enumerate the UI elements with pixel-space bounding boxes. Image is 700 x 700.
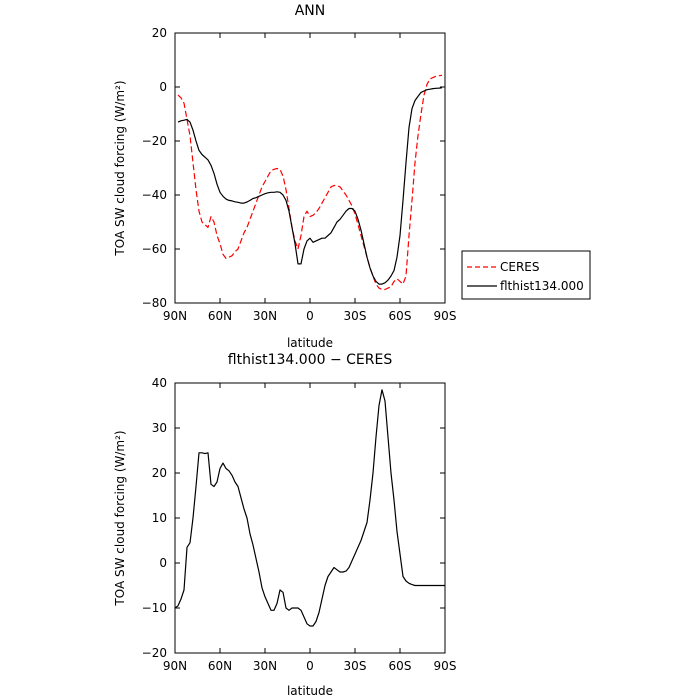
- bottom-x-tick-label: 60N: [208, 659, 232, 673]
- top-series-line-flthist134-000: [177, 87, 443, 285]
- top-x-tick-label: 90N: [163, 309, 187, 323]
- bottom-x-tick-label: 0: [306, 659, 314, 673]
- top-panel: ANN 90N 60N 30N 0 30S 60S 90S 20 0 −20 −40 −60 −80 l…: [113, 3, 456, 350]
- bottom-x-axis-title: latitude: [287, 684, 333, 698]
- bottom-panel-title: flthist134.000 − CERES: [228, 352, 393, 368]
- bottom-y-tick-label: −20: [142, 646, 167, 660]
- bottom-y-tick-label: 0: [159, 556, 167, 570]
- bottom-y-tick-label: 10: [152, 511, 167, 525]
- bottom-plot-frame: [174, 382, 446, 654]
- legend-box: [461, 250, 591, 300]
- top-series-line-ceres: [177, 74, 443, 291]
- top-x-tick-label: 60N: [208, 309, 232, 323]
- top-series-layer: [177, 74, 443, 291]
- top-x-tick-label: 60S: [389, 309, 412, 323]
- top-panel-title: ANN: [295, 3, 326, 19]
- top-plot-frame: [174, 32, 446, 304]
- top-y-tick-label: −20: [142, 134, 167, 148]
- bottom-x-tick-label: 60S: [389, 659, 412, 673]
- legend-ceres-label: CERES: [500, 260, 540, 274]
- top-y-tick-label: −80: [142, 296, 167, 310]
- top-x-tick-label: 0: [306, 309, 314, 323]
- bottom-y-tick-label: −10: [142, 601, 167, 615]
- bottom-series-line-difference: [174, 389, 445, 627]
- bottom-panel: flthist134.000 − CERES 90N 60N 30N 0 30S 60S 9…: [113, 352, 456, 698]
- bottom-series-layer: [174, 389, 445, 627]
- top-y-tick-label: 20: [152, 26, 167, 40]
- bottom-x-tick-label: 30N: [253, 659, 277, 673]
- top-y-tick-label: −40: [142, 188, 167, 202]
- bottom-x-tick-label: 90S: [434, 659, 457, 673]
- top-y-tick-label: 0: [159, 80, 167, 94]
- bottom-ticks-layer: 90N 60N 30N 0 30S 60S 90S 40 30 20 10 0 −10 −20: [142, 376, 457, 673]
- top-y-axis-title: TOA SW cloud forcing (W/m²): [113, 80, 127, 256]
- bottom-y-tick-label: 20: [152, 466, 167, 480]
- bottom-y-tick-label: 30: [152, 421, 167, 435]
- top-x-tick-label: 30N: [253, 309, 277, 323]
- top-ticks-layer: 90N 60N 30N 0 30S 60S 90S 20 0 −20 −40 −60 −80: [142, 26, 457, 323]
- top-x-axis-title: latitude: [287, 336, 333, 350]
- legend: CERES flthist134.000: [461, 250, 591, 300]
- bottom-x-tick-label: 90N: [163, 659, 187, 673]
- top-x-tick-label: 30S: [344, 309, 367, 323]
- top-x-tick-label: 90S: [434, 309, 457, 323]
- bottom-y-axis-title: TOA SW cloud forcing (W/m²): [113, 430, 127, 606]
- legend-flthist-label: flthist134.000: [500, 279, 584, 293]
- bottom-x-tick-label: 30S: [344, 659, 367, 673]
- top-y-tick-label: −60: [142, 242, 167, 256]
- bottom-y-tick-label: 40: [152, 376, 167, 390]
